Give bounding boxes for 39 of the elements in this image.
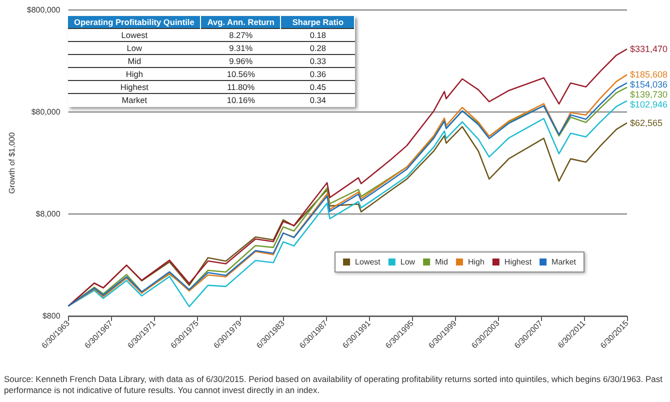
legend-label: Low xyxy=(400,258,416,266)
category-label: Mid xyxy=(68,54,201,68)
legend-label: Lowest xyxy=(355,258,382,266)
y-tick-label: $80,000 xyxy=(31,108,61,116)
data-label: 0.34 xyxy=(280,94,355,106)
legend-label: Sharpe Ratio xyxy=(280,16,355,28)
data-label: 10.56% xyxy=(200,68,281,80)
data-label: 0.36 xyxy=(280,68,355,80)
y-tick-label: $800 xyxy=(42,312,61,320)
category-label: Market xyxy=(68,94,201,106)
data-label: 0.18 xyxy=(280,28,355,42)
category-label: High xyxy=(68,68,201,80)
y-tick-label: $8,000 xyxy=(36,210,61,218)
category-label: Low xyxy=(68,42,201,54)
data-label: $185,608 xyxy=(630,70,668,80)
legend-label: Market xyxy=(552,258,577,266)
data-label: $331,470 xyxy=(630,44,668,54)
source-note: Source: Kenneth French Data Library, with data as of 6/30/2015. Period based on availability of operating profitability returns sorted into quintiles, which begins 6/30/1963. Past performance is not indicative of future results. You cannot invest directly in an index. xyxy=(4,374,664,396)
data-label: $139,730 xyxy=(630,90,668,100)
legend-label: High xyxy=(468,258,484,266)
text: Operating Profitability Quintile xyxy=(68,16,201,28)
data-label: 11.80% xyxy=(200,80,281,94)
data-label: 8.27% xyxy=(200,28,281,42)
category-label: Highest xyxy=(68,80,201,94)
data-label: 10.16% xyxy=(200,94,281,106)
data-label: 0.28 xyxy=(280,42,355,54)
legend-label: Highest xyxy=(504,258,532,266)
legend-label: Mid xyxy=(435,258,448,266)
data-label: $62,565 xyxy=(630,118,663,128)
data-label: $102,946 xyxy=(630,100,668,110)
y-tick-label: $800,000 xyxy=(26,6,61,14)
data-label: 0.45 xyxy=(280,80,355,94)
legend-label: Avg. Ann. Return xyxy=(200,16,281,28)
y-axis-title: Growth of $1,000 xyxy=(8,132,16,194)
data-label: 9.31% xyxy=(200,42,281,54)
data-label: 9.96% xyxy=(200,54,281,68)
data-label: $154,036 xyxy=(630,80,668,90)
data-label: 0.33 xyxy=(280,54,355,68)
category-label: Lowest xyxy=(68,28,201,42)
